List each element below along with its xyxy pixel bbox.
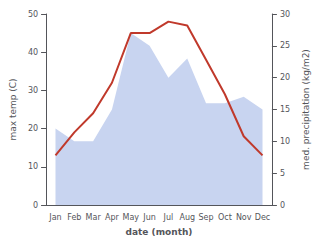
svg-text:Oct: Oct — [218, 213, 232, 222]
svg-text:15: 15 — [280, 105, 290, 114]
svg-text:0: 0 — [33, 201, 38, 210]
svg-text:20: 20 — [28, 124, 38, 133]
svg-text:max temp (C): max temp (C) — [8, 78, 18, 140]
svg-text:20: 20 — [280, 73, 290, 82]
svg-text:Jan: Jan — [48, 213, 61, 222]
svg-text:Nov: Nov — [236, 213, 252, 222]
svg-text:30: 30 — [28, 86, 38, 95]
svg-text:25: 25 — [280, 41, 290, 50]
svg-text:med. precipitation (kg/m2): med. precipitation (kg/m2) — [301, 49, 311, 170]
svg-text:date (month): date (month) — [126, 227, 193, 237]
svg-text:Dec: Dec — [255, 213, 270, 222]
svg-text:Mar: Mar — [86, 213, 102, 222]
svg-text:Feb: Feb — [67, 213, 81, 222]
svg-text:10: 10 — [28, 162, 38, 171]
svg-text:30: 30 — [280, 10, 290, 19]
svg-text:Jun: Jun — [142, 213, 156, 222]
svg-text:Aug: Aug — [179, 213, 195, 222]
svg-text:Sep: Sep — [199, 213, 214, 222]
svg-text:Jul: Jul — [163, 213, 174, 222]
svg-text:5: 5 — [280, 169, 285, 178]
svg-text:40: 40 — [28, 48, 38, 57]
svg-text:Apr: Apr — [105, 213, 120, 222]
svg-text:50: 50 — [28, 10, 38, 19]
svg-text:10: 10 — [280, 137, 290, 146]
svg-text:0: 0 — [280, 201, 285, 210]
svg-text:May: May — [122, 213, 139, 222]
